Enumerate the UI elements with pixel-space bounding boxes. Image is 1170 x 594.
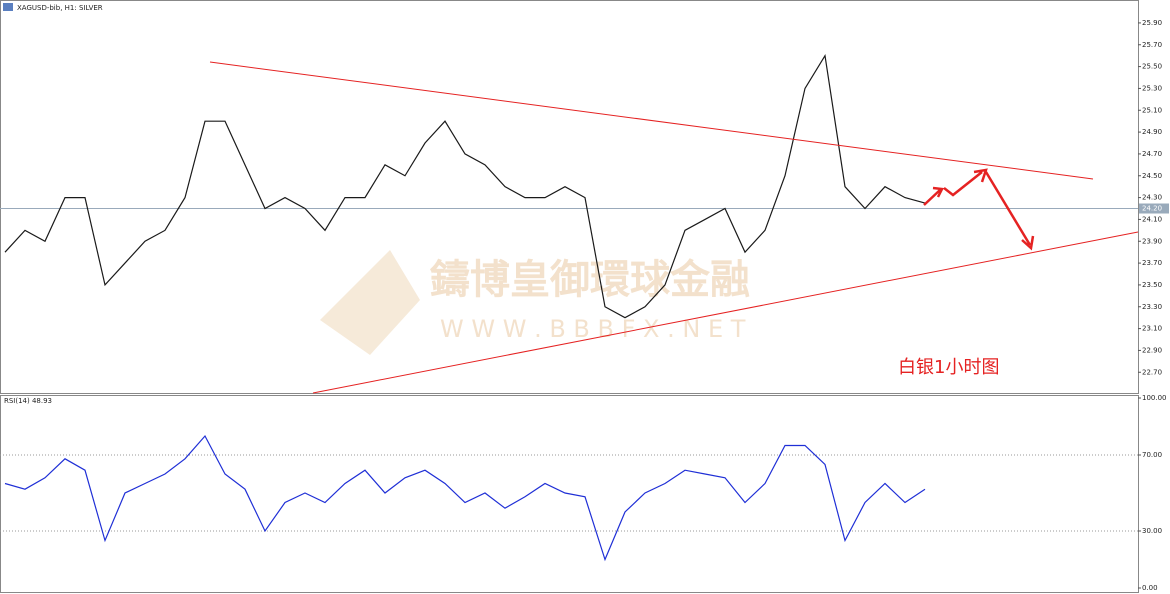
y-tick-label: 23.50 [1142, 281, 1162, 289]
y-tick-label: 24.90 [1142, 128, 1162, 136]
last-price-label: 24.20 [1142, 205, 1162, 213]
chart-title: XAGUSD-bib, H1: SILVER [17, 4, 103, 12]
y-tick-label: 70.00 [1142, 451, 1162, 459]
series-line [4, 434, 926, 562]
y-tick-label: 25.90 [1142, 19, 1162, 27]
price-panel [0, 0, 1139, 394]
y-tick-label: 24.10 [1142, 215, 1162, 223]
rsi-title: RSI(14) 48.93 [4, 397, 52, 405]
last-price-box [1139, 203, 1169, 214]
y-tick-label: 23.70 [1142, 259, 1162, 267]
y-tick-label: 30.00 [1142, 527, 1162, 535]
trend-line-lower [312, 231, 1139, 394]
y-tick-label: 23.10 [1142, 325, 1162, 333]
series-line [4, 53, 926, 319]
y-tick-label: 23.30 [1142, 303, 1162, 311]
y-tick-label: 100.00 [1142, 394, 1167, 402]
watermark: 鑄博皇御環球金融 [429, 257, 750, 303]
forecast-arrows [923, 168, 1035, 251]
y-tick-label: 25.30 [1142, 84, 1162, 92]
y-tick-label: 23.90 [1142, 237, 1162, 245]
y-tick-label: 25.70 [1142, 41, 1162, 49]
watermark-logo [320, 250, 420, 355]
y-tick-label: 22.90 [1142, 346, 1162, 354]
y-tick-label: 24.50 [1142, 172, 1162, 180]
y-tick-label: 25.10 [1142, 106, 1162, 114]
y-tick-label: 25.50 [1142, 63, 1162, 71]
y-tick-label: 0.00 [1142, 584, 1158, 592]
y-tick-label: 24.70 [1142, 150, 1162, 158]
trend-line-upper [209, 61, 1094, 180]
annotation: 白银1小时图 [898, 357, 999, 378]
y-tick-label: 24.30 [1142, 194, 1162, 202]
y-tick-label: 22.70 [1142, 368, 1162, 376]
chart-icon [3, 3, 13, 11]
